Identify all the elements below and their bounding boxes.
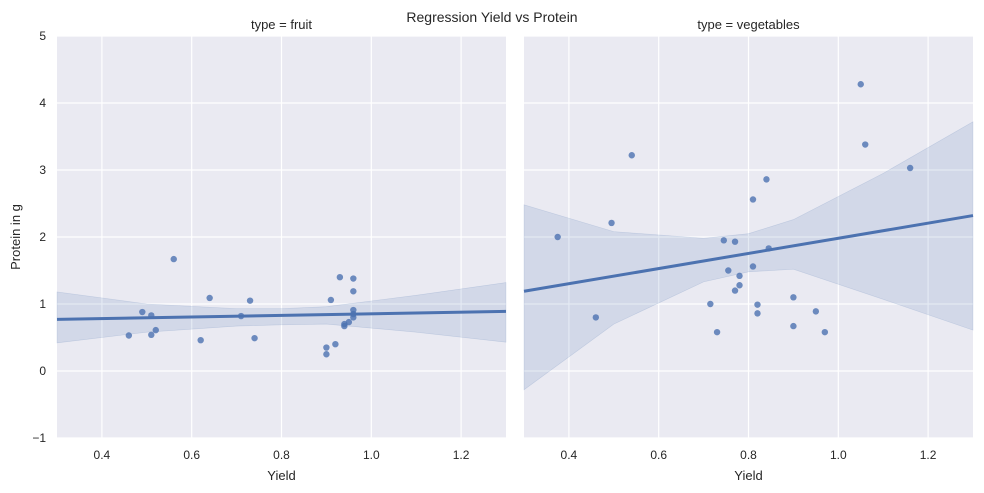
y-tick-label-6: 5: [39, 29, 46, 43]
point-vegetables-19: [790, 322, 797, 330]
panel-vegetables-x-ticks: 0.4 0.6 0.8 1.0 1.2: [561, 448, 937, 462]
point-fruit-1: [139, 308, 146, 316]
point-vegetables-13: [749, 263, 757, 270]
point-fruit-15: [336, 274, 344, 281]
panel-fruit-gridlines: [57, 35, 506, 439]
point-fruit-12: [323, 351, 330, 358]
point-vegetables-20: [812, 308, 820, 315]
point-fruit-10: [251, 334, 258, 342]
panel-fruit-points: [125, 255, 357, 358]
panel-vegetables-points: [554, 81, 914, 336]
point-vegetables-23: [862, 141, 869, 148]
x-tick-label-vegetables-0: 0.4: [561, 448, 578, 462]
point-vegetables-1: [592, 314, 600, 321]
point-vegetables-2: [608, 219, 615, 227]
y-axis-label: Protein in g: [8, 204, 23, 270]
y-tick-label-4: 3: [39, 163, 46, 177]
x-tick-label-vegetables-1: 0.6: [650, 448, 667, 462]
point-fruit-17: [341, 322, 348, 330]
point-vegetables-14: [754, 301, 761, 308]
x-tick-label-vegetables-3: 1.0: [830, 448, 847, 462]
point-fruit-11: [323, 344, 330, 351]
panel-vegetables-fit: [523, 214, 974, 293]
panel-fruit-y-ticks: −1 0 1 2 3 4 5: [32, 29, 46, 445]
panel-fruit: 0.4 0.6 0.8 1.0 1.2 −1 0 1 2 3 4 5 type = fruit Yi…: [32, 17, 507, 483]
point-fruit-5: [170, 255, 177, 263]
x-tick-label-fruit-2: 0.8: [273, 448, 290, 462]
point-vegetables-17: [765, 245, 772, 252]
point-vegetables-24: [906, 164, 914, 172]
point-vegetables-7: [725, 267, 732, 274]
y-tick-label-2: 1: [39, 297, 46, 311]
x-tick-label-vegetables-2: 0.8: [740, 448, 757, 462]
point-vegetables-5: [713, 328, 721, 336]
point-fruit-4: [152, 326, 159, 334]
chart-title: Regression Yield vs Protein: [406, 9, 577, 25]
point-vegetables-15: [754, 310, 761, 317]
facet-title-vegetables: type = vegetables: [697, 17, 800, 32]
point-vegetables-22: [857, 81, 864, 88]
point-vegetables-9: [731, 287, 739, 294]
panel-vegetables-gridlines: [524, 35, 973, 439]
point-fruit-19: [350, 275, 357, 282]
point-vegetables-0: [554, 233, 561, 241]
point-vegetables-11: [736, 282, 743, 289]
point-fruit-3: [148, 331, 155, 339]
y-tick-label-0: −1: [32, 431, 46, 445]
panel-fruit-ci-band: [56, 282, 507, 344]
x-tick-label-fruit-4: 1.2: [453, 448, 470, 462]
point-vegetables-8: [731, 238, 739, 245]
point-vegetables-4: [707, 300, 714, 308]
point-fruit-14: [332, 341, 339, 348]
point-vegetables-10: [736, 272, 743, 280]
panel-fruit-fit: [56, 309, 507, 321]
panel-vegetables: 0.4 0.6 0.8 1.0 1.2 type = vegetables Yield: [523, 17, 974, 483]
panel-vegetables-ci-band: [523, 121, 974, 391]
point-vegetables-21: [821, 328, 829, 336]
point-fruit-9: [246, 297, 254, 304]
point-fruit-6: [197, 336, 204, 344]
regression-line-vegetables: [523, 214, 974, 293]
ci-band-fruit: [56, 282, 507, 344]
point-vegetables-16: [763, 176, 770, 183]
x-tick-label-vegetables-4: 1.2: [920, 448, 937, 462]
point-fruit-13: [327, 296, 335, 304]
x-tick-label-fruit-0: 0.4: [94, 448, 111, 462]
point-fruit-0: [125, 332, 133, 339]
y-tick-label-3: 2: [39, 230, 46, 244]
y-tick-label-1: 0: [39, 364, 46, 378]
point-vegetables-6: [720, 237, 728, 244]
point-vegetables-3: [628, 152, 635, 159]
point-fruit-8: [237, 312, 245, 320]
x-axis-label-vegetables: Yield: [734, 468, 762, 483]
point-fruit-2: [148, 312, 155, 319]
x-tick-label-fruit-1: 0.6: [183, 448, 200, 462]
y-tick-label-5: 4: [39, 96, 46, 110]
point-fruit-7: [206, 294, 213, 302]
point-fruit-18: [345, 318, 353, 326]
point-fruit-23: [350, 314, 357, 321]
regression-line-fruit: [56, 309, 507, 321]
ci-band-vegetables: [523, 121, 974, 391]
x-axis-label-fruit: Yield: [267, 468, 295, 483]
x-tick-label-fruit-3: 1.0: [363, 448, 380, 462]
panel-fruit-x-ticks: 0.4 0.6 0.8 1.0 1.2: [94, 448, 470, 462]
facet-title-fruit: type = fruit: [251, 17, 312, 32]
point-vegetables-18: [790, 294, 797, 301]
point-vegetables-12: [749, 196, 757, 203]
point-fruit-20: [350, 288, 357, 295]
